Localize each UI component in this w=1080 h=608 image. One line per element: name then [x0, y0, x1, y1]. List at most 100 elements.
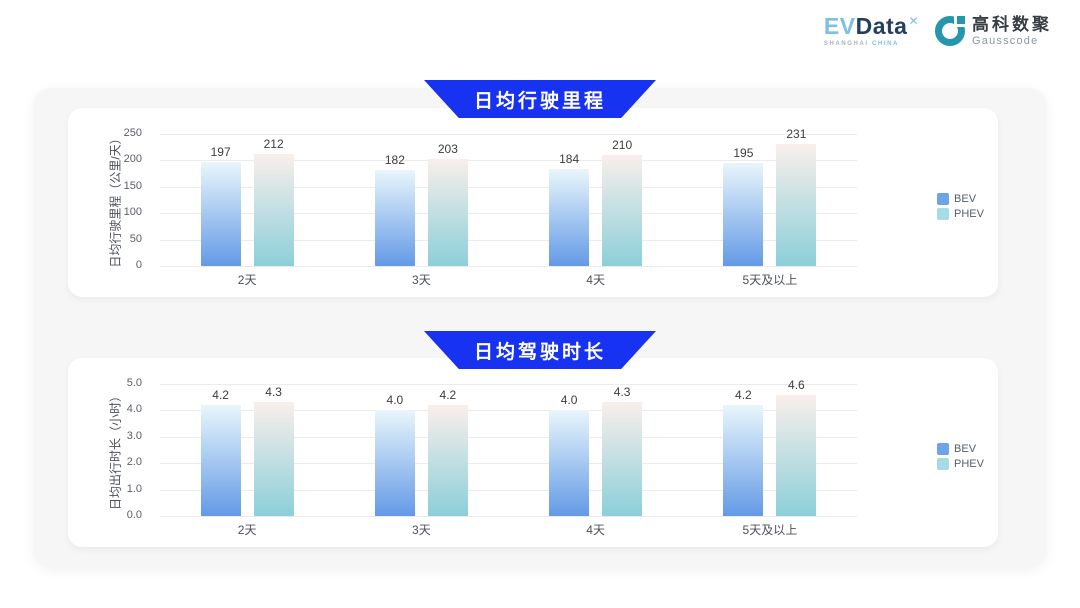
gausscode-ring-shape — [935, 16, 965, 47]
bar-fill — [549, 410, 590, 516]
gausscode-en-name: Gausscode — [972, 34, 1039, 47]
bar-value-label: 4.0 — [560, 393, 578, 407]
x-tick-label: 3天 — [412, 273, 431, 287]
bar-phev: 4.3 — [602, 385, 643, 516]
bar-phev: 212 — [253, 137, 294, 266]
gridline — [160, 384, 857, 385]
bar-bev: 4.0 — [374, 393, 415, 516]
y-tick-label: 250 — [123, 127, 142, 139]
bar-fill — [253, 154, 294, 266]
bar-group: 197 212 — [160, 134, 334, 266]
evdata-logo-text: EVData✕ — [824, 15, 919, 38]
legend-item-bev[interactable]: BEV — [937, 443, 984, 455]
gausscode-logo: 高科数聚 Gausscode — [935, 14, 1052, 47]
bar-group: 4.2 4.6 — [683, 378, 857, 516]
bar-phev: 4.3 — [253, 385, 294, 516]
bar-fill — [723, 163, 764, 266]
legend-label: BEV — [954, 193, 977, 205]
bar-value-label: 4.0 — [386, 393, 404, 407]
bar-value-label: 184 — [559, 152, 580, 166]
bar-fill — [427, 159, 468, 266]
legend-item-phev[interactable]: PHEV — [937, 458, 984, 470]
bar-value-label: 182 — [384, 153, 405, 167]
gridline — [160, 463, 857, 465]
bar-fill — [776, 144, 817, 266]
gridline — [160, 489, 857, 491]
gridline — [160, 266, 857, 267]
legend-item-bev[interactable]: BEV — [937, 193, 984, 205]
y-tick-label: 5.0 — [126, 377, 142, 389]
y-tick-label: 50 — [129, 232, 142, 245]
gridline — [160, 186, 857, 188]
gausscode-dot-shape — [957, 16, 965, 25]
bar-bev: 184 — [549, 152, 590, 266]
bar-phev: 210 — [602, 138, 643, 266]
bar-phev: 4.2 — [427, 388, 468, 516]
legend-swatch — [937, 458, 950, 470]
bar-phev: 4.6 — [776, 378, 817, 516]
bar-value-label: 197 — [210, 145, 231, 159]
bar-group: 195 231 — [683, 127, 857, 266]
bar-value-label: 212 — [263, 137, 284, 151]
bar-group: 4.2 4.3 — [160, 384, 334, 516]
gausscode-logo-text: 高科数聚 Gausscode — [972, 15, 1052, 47]
bar-value-label: 231 — [786, 127, 807, 141]
bar-group: 184 210 — [509, 134, 683, 266]
bar-value-label: 4.6 — [788, 378, 805, 392]
bar-value-label: 4.2 — [212, 388, 229, 402]
bar-group: 4.0 4.3 — [509, 384, 683, 516]
bar-bev: 182 — [374, 153, 415, 266]
bar-fill — [602, 402, 643, 516]
chart-title-banner-mileage: 日均行驶里程 — [424, 80, 656, 118]
gridline — [160, 410, 857, 412]
plot-area: 197 212 182 203 184 210 195 231 — [160, 127, 857, 266]
evdata-sub-shanghai: SHANGHAI — [823, 41, 869, 48]
y-tick-label: 2.0 — [126, 456, 142, 469]
evdata-logo: EVData✕ SHANGHAI CHINA — [823, 15, 919, 48]
gridline — [160, 516, 857, 517]
bar-fill — [776, 395, 817, 516]
bar-bev: 4.2 — [200, 388, 241, 516]
gausscode-g-icon — [935, 14, 967, 47]
bar-fill — [427, 405, 468, 516]
x-tick-label: 2天 — [237, 273, 257, 287]
y-tick-label: 0.0 — [126, 509, 142, 521]
evdata-sub-china: CHINA — [871, 41, 899, 48]
bar-fill — [723, 405, 764, 516]
bar-fill — [549, 169, 590, 266]
legend-label: PHEV — [954, 208, 984, 220]
evdata-ev-text: EV — [823, 13, 856, 40]
y-tick-label: 150 — [123, 179, 142, 192]
x-tick-label: 4天 — [586, 273, 605, 287]
bar-value-label: 4.2 — [735, 388, 752, 402]
y-tick-label: 1.0 — [126, 482, 142, 495]
gridline — [160, 160, 857, 162]
legend-label: PHEV — [954, 458, 984, 470]
y-tick-label: 100 — [123, 206, 142, 219]
header-logo-area: EVData✕ SHANGHAI CHINA 高科数聚 Gausscode — [823, 14, 1052, 48]
legend-swatch — [937, 208, 950, 220]
gridline — [160, 436, 857, 438]
bar-bev: 4.0 — [549, 393, 590, 516]
chart-title-banner-duration: 日均驾驶时长 — [424, 331, 656, 369]
gridline — [160, 213, 857, 215]
bar-phev: 231 — [776, 127, 817, 266]
x-tick-label: 2天 — [237, 523, 257, 537]
gausscode-cn-name: 高科数聚 — [972, 15, 1052, 34]
bar-value-label: 210 — [612, 138, 633, 152]
bar-group: 182 203 — [334, 134, 508, 266]
y-tick-label: 3.0 — [126, 429, 142, 442]
bar-value-label: 195 — [733, 146, 754, 160]
legend: BEV PHEV — [937, 443, 984, 470]
x-tick-label: 5天及以上 — [742, 273, 798, 287]
bar-fill — [200, 405, 241, 516]
legend: BEV PHEV — [937, 193, 984, 220]
y-tick-label: 4.0 — [126, 403, 142, 416]
bar-bev: 195 — [723, 146, 764, 266]
x-tick-label: 5天及以上 — [742, 523, 798, 537]
bar-value-label: 4.3 — [613, 385, 631, 399]
x-tick-label: 3天 — [412, 523, 431, 537]
y-tick-label: 200 — [123, 153, 142, 166]
evdata-data-text: Data — [855, 13, 908, 40]
legend-item-phev[interactable]: PHEV — [937, 208, 984, 220]
